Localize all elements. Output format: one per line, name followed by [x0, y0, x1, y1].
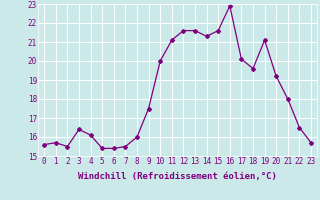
X-axis label: Windchill (Refroidissement éolien,°C): Windchill (Refroidissement éolien,°C) [78, 172, 277, 181]
